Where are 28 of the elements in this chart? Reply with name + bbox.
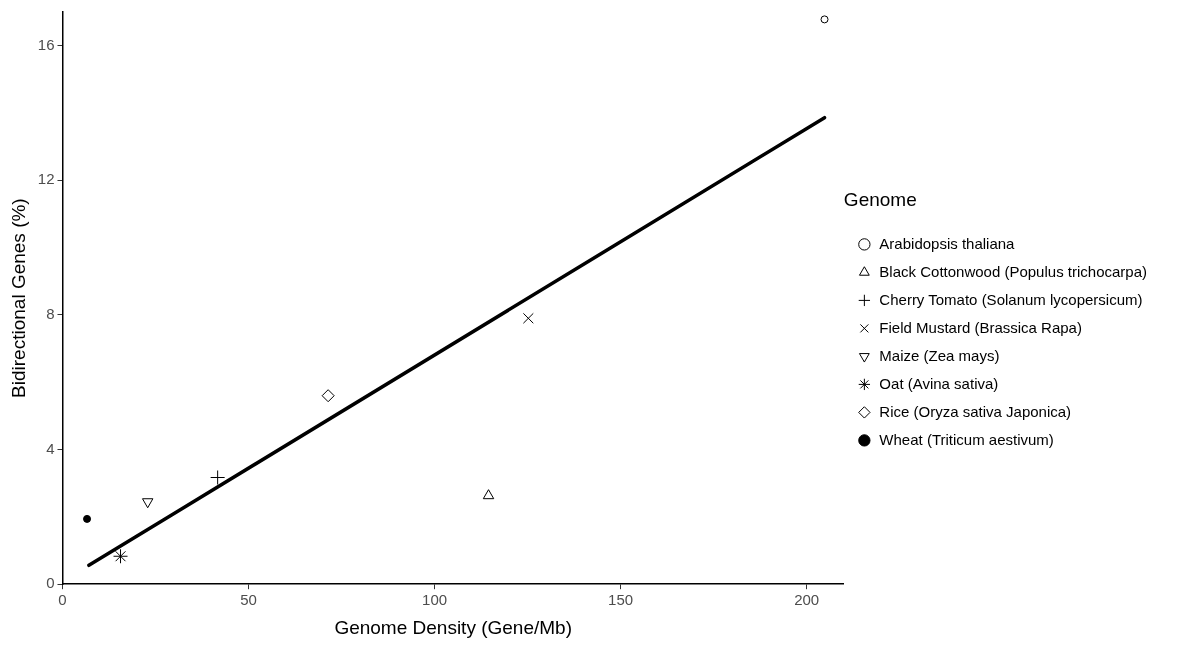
legend-label: Rice (Oryza sativa Japonica) <box>879 402 1072 420</box>
legend-label: Oat (Avina sativa) <box>879 374 999 392</box>
legend-label: Black Cottonwood (Populus trichocarpa) <box>879 262 1148 280</box>
x-axis-title: Genome Density (Gene/Mb) <box>334 616 572 638</box>
legend-label: Wheat (Triticum aestivum) <box>879 430 1054 448</box>
x-tick-label: 100 <box>422 591 448 609</box>
legend-label: Field Mustard (Brassica Rapa) <box>879 318 1082 336</box>
point <box>321 389 335 403</box>
legend-label: Arabidopsis thaliana <box>879 234 1016 252</box>
point <box>83 514 92 523</box>
y-tick-label: 16 <box>37 35 55 53</box>
y-tick-label: 4 <box>46 439 55 457</box>
point <box>482 489 495 500</box>
legend-label: Maize (Zea mays) <box>879 346 1000 364</box>
point <box>142 498 154 509</box>
y-tick-label: 0 <box>46 574 55 592</box>
y-tick-label: 12 <box>37 170 55 188</box>
x-tick-label: 200 <box>794 591 820 609</box>
point <box>113 548 129 564</box>
x-tick-label: 50 <box>240 591 257 609</box>
point <box>820 15 829 24</box>
x-tick-label: 0 <box>58 591 67 609</box>
point <box>522 312 534 324</box>
x-tick-label: 150 <box>608 591 634 609</box>
y-axis-title: Bidirectional Genes (%) <box>7 198 29 398</box>
y-tick-label: 8 <box>46 305 55 323</box>
legend-label: Cherry Tomato (Solanum lycopersicum) <box>879 290 1143 308</box>
legend-title: Genome <box>843 188 917 210</box>
